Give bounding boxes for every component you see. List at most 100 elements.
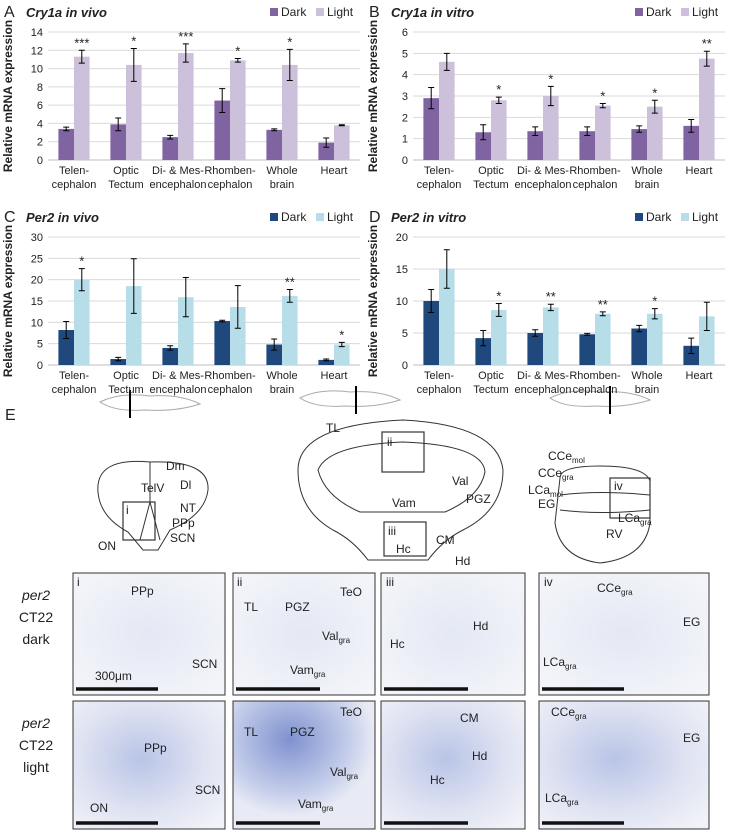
- label-sub: gra: [565, 662, 577, 671]
- x-tick-label: Tectum: [473, 179, 508, 191]
- bar: [699, 58, 715, 160]
- region-label: LCamol: [528, 483, 563, 499]
- error-bar: [130, 258, 137, 314]
- error-bar: [78, 49, 85, 64]
- region-label: PGZ: [466, 492, 491, 506]
- legend-label: Dark: [281, 5, 307, 19]
- error-bar: [480, 329, 487, 347]
- panel-letter: B: [369, 4, 380, 21]
- x-tick-label: Tectum: [473, 384, 508, 396]
- chart-title: Per2 in vitro: [391, 210, 466, 225]
- label-sub: gra: [322, 804, 334, 813]
- region-label: Hd: [472, 749, 487, 763]
- y-tick-label: 10: [31, 317, 43, 329]
- y-tick-label: 0: [402, 155, 408, 167]
- error-bar: [167, 345, 174, 351]
- error-bar: [182, 43, 189, 63]
- error-bar: [338, 124, 345, 127]
- error-bar: [584, 126, 591, 136]
- y-tick-label: 30: [31, 232, 43, 244]
- bar: [162, 347, 178, 365]
- legend-label: Dark: [646, 210, 672, 224]
- x-tick-label: Optic: [113, 370, 139, 382]
- region-label: CM: [460, 711, 479, 725]
- error-bar: [495, 96, 502, 104]
- region-label: EG: [683, 615, 700, 629]
- region-label: Valgra: [330, 765, 359, 781]
- y-tick-label: 5: [402, 48, 408, 60]
- region-label: SCN: [195, 783, 220, 797]
- error-bar: [271, 128, 278, 132]
- legend-swatch: [316, 213, 324, 221]
- significance: **: [702, 36, 712, 51]
- significance: *: [131, 33, 136, 48]
- x-tick-label: cephalon: [417, 179, 462, 191]
- error-bar: [703, 50, 710, 67]
- error-bar: [323, 358, 330, 362]
- region-label: Dl: [180, 478, 191, 492]
- error-bar: [636, 125, 643, 133]
- y-tick-label: 3: [402, 91, 408, 103]
- x-tick-label: Di- & Mes-: [152, 370, 204, 382]
- y-tick-label: 20: [396, 232, 408, 244]
- label-base: CCe: [597, 581, 621, 595]
- bar: [491, 100, 507, 160]
- region-label: TL: [244, 725, 258, 739]
- bar: [683, 345, 699, 365]
- y-tick-label: 10: [396, 296, 408, 308]
- bar: [126, 286, 142, 365]
- x-tick-label: Optic: [478, 370, 504, 382]
- x-tick-label: brain: [270, 179, 294, 191]
- x-tick-label: brain: [635, 384, 659, 396]
- x-tick-label: Tectum: [108, 384, 143, 396]
- bar: [475, 338, 491, 365]
- error-bar: [428, 288, 435, 314]
- bar: [475, 132, 491, 160]
- scale-bars: [76, 687, 624, 825]
- legend-label: Dark: [281, 210, 307, 224]
- region-label: iv: [614, 479, 623, 493]
- x-tick-label: Whole: [631, 165, 662, 177]
- significance: *: [496, 289, 501, 304]
- y-tick-label: 2: [37, 137, 43, 149]
- x-tick-label: cephalon: [573, 179, 618, 191]
- scale-label: 300μm: [95, 669, 132, 683]
- region-label: iv: [544, 575, 553, 589]
- chart-title: Cry1a in vivo: [26, 5, 107, 20]
- region-label: Hd: [455, 554, 470, 568]
- error-bar: [63, 320, 70, 340]
- region-label: Hc: [390, 637, 405, 651]
- x-tick-label: Telen-: [59, 370, 89, 382]
- x-tick-label: Telen-: [59, 165, 89, 177]
- label-sub: mol: [550, 490, 563, 499]
- x-tick-label: Whole: [631, 370, 662, 382]
- label-base: LCa: [618, 511, 640, 525]
- error-bar: [428, 86, 435, 110]
- bar: [595, 313, 611, 365]
- row-label: CT22: [19, 609, 53, 625]
- x-tick-label: Tectum: [108, 179, 143, 191]
- error-bar: [167, 134, 174, 140]
- region-label: ii: [387, 435, 392, 449]
- bar: [631, 129, 647, 160]
- bar: [579, 131, 595, 160]
- row-label: per2: [21, 587, 50, 603]
- panel-letter: E: [5, 407, 16, 424]
- error-bar: [532, 329, 539, 337]
- panel-letter: A: [4, 4, 15, 21]
- bar: [230, 306, 246, 365]
- label-sub: mol: [572, 456, 585, 465]
- x-tick-label: Rhomben-: [204, 165, 256, 177]
- legend-swatch: [681, 213, 689, 221]
- x-tick-label: cephalon: [208, 179, 253, 191]
- label-sub: gra: [640, 518, 652, 527]
- significance: *: [600, 88, 605, 103]
- label-base: CCe: [548, 449, 572, 463]
- error-bar: [182, 277, 189, 318]
- y-tick-label: 6: [37, 100, 43, 112]
- region-label: TelV: [141, 481, 164, 495]
- bar: [266, 344, 282, 365]
- legend-label: Dark: [646, 5, 672, 19]
- error-bar: [443, 52, 450, 71]
